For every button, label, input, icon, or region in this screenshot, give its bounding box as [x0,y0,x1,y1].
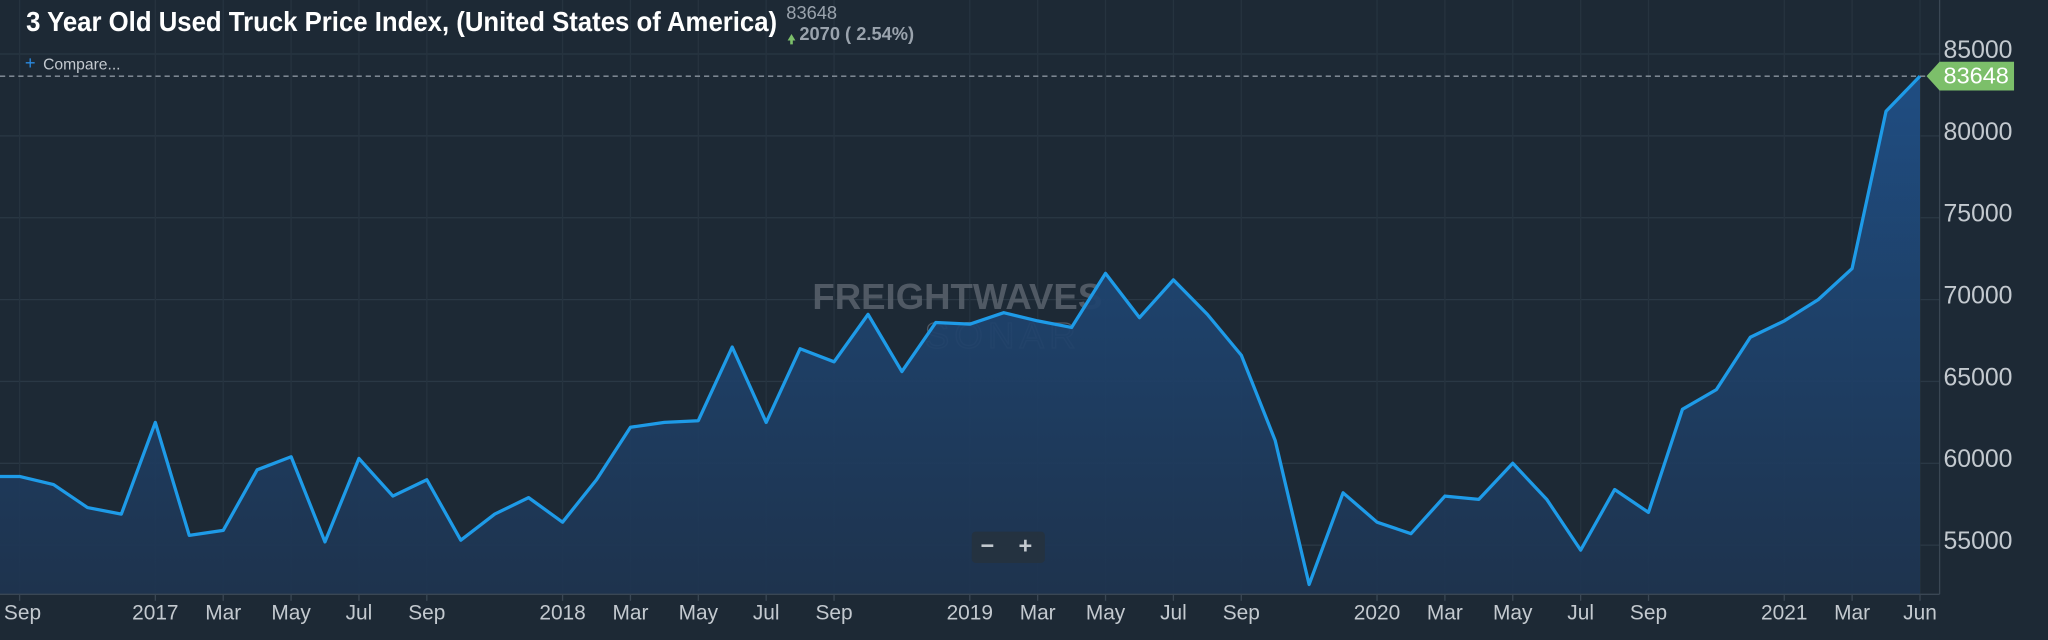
last-value-tag-label: 83648 [1944,63,2009,89]
x-tick-label: Jun [1903,601,1937,624]
line [0,75,1922,587]
x-tick-label: Sep [815,601,852,624]
last-value-tag [1926,61,2015,91]
x-tick-label: Sep [1630,601,1667,624]
y-tick-label: 65000 [1944,364,2013,391]
x-tick-label: May [271,601,311,624]
x-tick-label: May [1493,601,1533,624]
x-tick-label: 2020 [1354,601,1400,624]
up-arrow-icon [787,33,796,45]
zoom-in-button[interactable]: + [1018,532,1032,558]
watermark-brand: FREIGHTWAVES [812,276,1102,317]
change: 2070 ( 2.54%) [799,23,914,44]
x-tick-label: Jul [753,601,780,624]
x-tick-label: May [679,601,719,624]
x-tick-label: 2019 [947,601,993,624]
y-tick-label: 55000 [1944,528,2013,555]
x-tick-label: Jul [346,601,373,624]
y-tick-label: 75000 [1944,201,2013,228]
x-tick-label: Mar [205,601,241,624]
x-tick-label: Jul [1160,601,1187,624]
plot [0,75,1940,595]
zoom-out-button[interactable]: − [981,532,995,558]
x-tick-label: Sep [4,601,41,624]
zoom-panel [971,531,1045,563]
compare-plus[interactable]: + [25,52,36,73]
x-tick-label: Sep [408,601,445,624]
x-tick-label: May [1086,601,1126,624]
x-tick-label: 2017 [132,601,178,624]
last-value: 83648 [786,2,837,23]
y-tick-label: 85000 [1944,37,2013,64]
x-tick-label: Mar [612,601,648,624]
y-tick-label: 80000 [1944,119,2013,146]
x-tick-label: Jul [1567,601,1594,624]
x-tick-label: Sep [1223,601,1260,624]
chart-title: 3 Year Old Used Truck Price Index, (Unit… [26,6,777,37]
x-tick-label: 2021 [1761,601,1807,624]
x-tick-label: Mar [1834,601,1870,624]
x-tick-label: Mar [1427,601,1463,624]
x-tick-label: Mar [1020,601,1056,624]
area [0,76,1920,595]
compare-button[interactable]: Compare... [43,56,120,73]
x-tick-label: 2018 [539,601,585,624]
y-tick-label: 60000 [1944,446,2013,473]
y-tick-label: 70000 [1944,283,2013,310]
